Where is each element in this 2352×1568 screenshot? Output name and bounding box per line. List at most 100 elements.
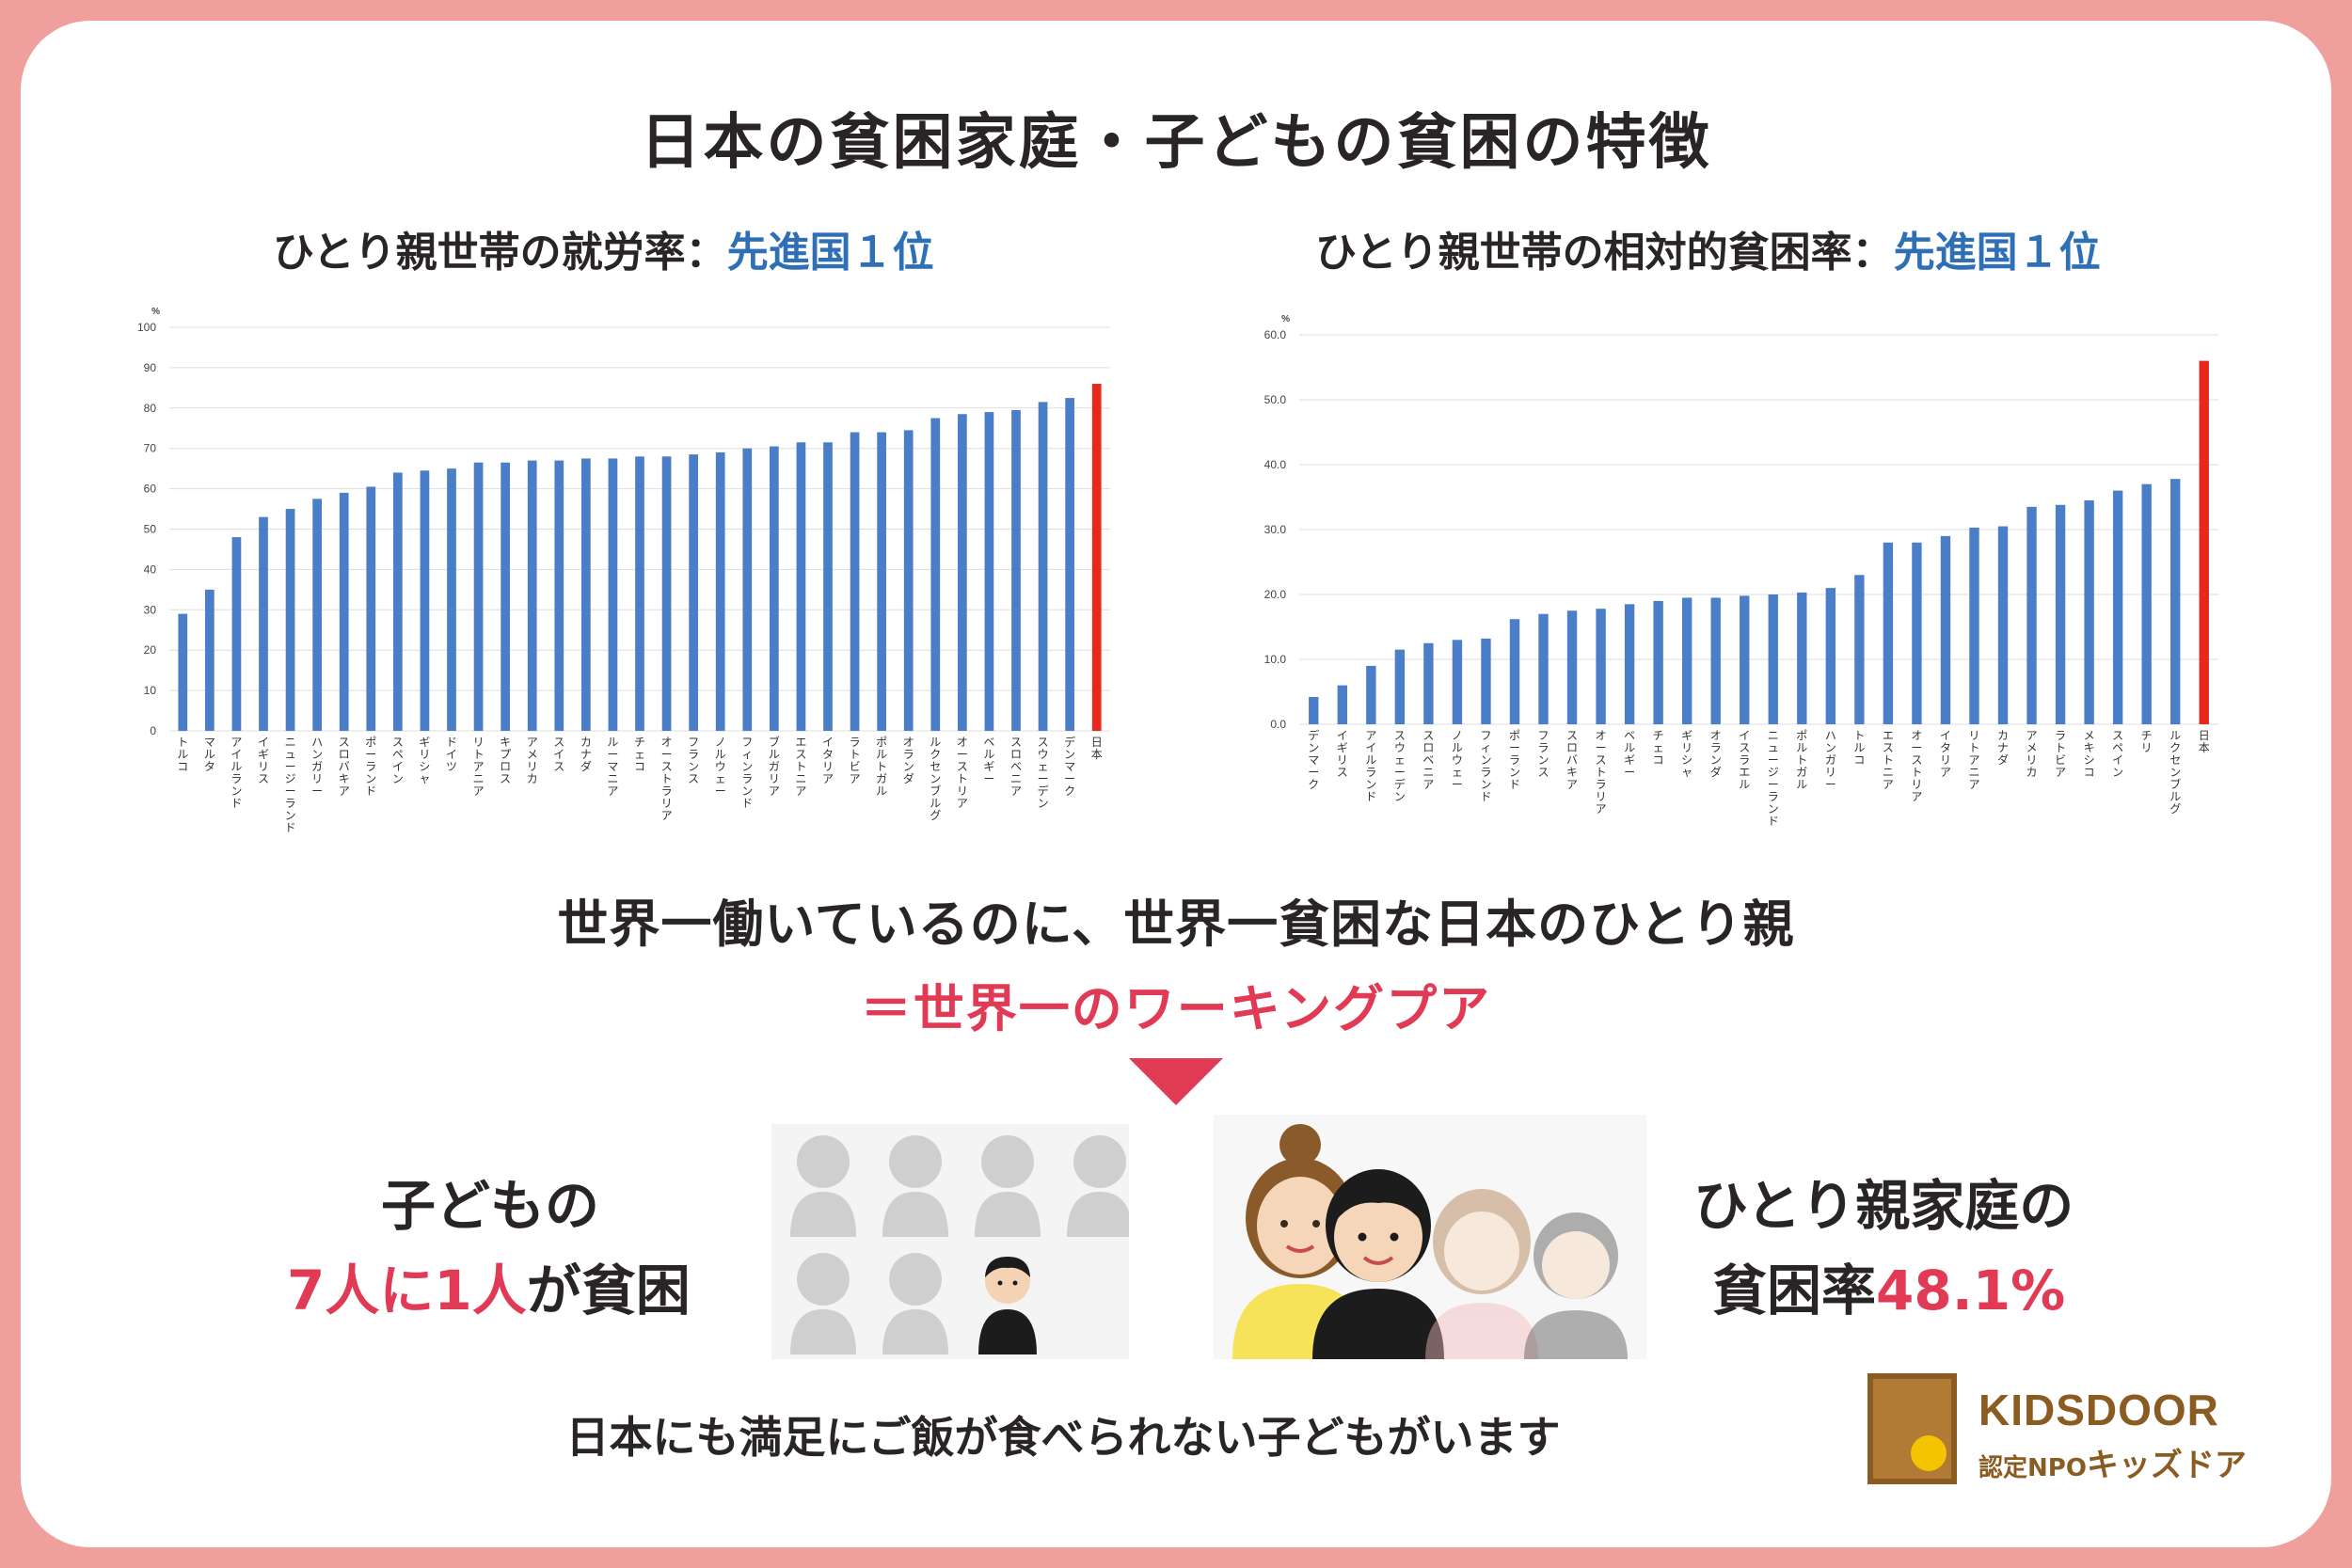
person-silhouette-icon <box>975 1135 1041 1237</box>
x-tick-label: スロベニア <box>1010 736 1022 798</box>
y-tick-label: 40.0 <box>1264 458 1287 471</box>
bar <box>1940 535 1951 724</box>
x-tick-label: トルコ <box>1853 729 1865 767</box>
bar <box>1740 595 1750 724</box>
y-unit-label: % <box>1281 314 1290 325</box>
bar <box>1969 527 1979 724</box>
y-tick-label: 80 <box>144 402 157 415</box>
children-stat-line1: 子どもの <box>381 1174 600 1238</box>
bar <box>1337 685 1347 724</box>
bar <box>1038 402 1048 731</box>
bar <box>661 456 672 731</box>
person-silhouette-icon <box>882 1253 948 1354</box>
bar <box>1797 592 1807 724</box>
x-tick-label: イスラエル <box>1739 729 1750 791</box>
bar <box>1423 642 1434 724</box>
bar <box>608 458 618 731</box>
person-silhouette-icon <box>882 1135 948 1237</box>
page-frame <box>21 21 2331 1547</box>
bar <box>1366 665 1376 724</box>
x-tick-label: マルタ <box>204 736 215 773</box>
x-tick-label: スイス <box>553 736 564 773</box>
x-tick-label: イタリア <box>1940 729 1951 779</box>
bar <box>689 454 698 731</box>
bar <box>1653 600 1663 724</box>
x-tick-label: ベルギー <box>983 736 994 785</box>
bar <box>796 442 806 731</box>
y-tick-label: 0 <box>150 724 156 737</box>
y-tick-label: 20.0 <box>1264 588 1287 601</box>
x-tick-label: アイルランド <box>230 736 242 810</box>
x-tick-label: ノルウェー <box>715 736 726 798</box>
bar <box>2141 483 2152 724</box>
footer-message: 日本にも満足にご飯が食べられない子どもがいます <box>565 1412 1561 1463</box>
bar <box>473 462 484 731</box>
bar <box>1394 649 1406 724</box>
page-title: 日本の貧困家庭・子どもの貧困の特徴 <box>640 108 1712 178</box>
girl-figure-faded <box>1425 1189 1538 1359</box>
x-tick-label: オーストラリア <box>1596 729 1607 816</box>
x-tick-label: リトアニア <box>1968 729 1979 791</box>
y-tick-label: 20 <box>144 643 157 657</box>
employment-chart-title-text: ひとり親世帯の就労率： <box>273 229 727 277</box>
bar <box>877 432 886 731</box>
y-tick-label: 0.0 <box>1270 718 1286 731</box>
bar <box>958 414 967 731</box>
x-tick-label: オーストラリア <box>661 736 673 822</box>
single-parent-stat-line1: ひとり親家庭の <box>1693 1174 2074 1238</box>
bar <box>1883 542 1894 724</box>
x-tick-label: エストニア <box>795 736 806 798</box>
employment-rate-chart: 0 10 20 30 40 50 60 70 80 90 100% トルコ マルタ アイルランド イギリス ニ… <box>137 307 1110 834</box>
bar <box>2170 479 2181 724</box>
x-tick-label: オランダ <box>903 736 914 785</box>
x-tick-label: チェコ <box>634 736 645 773</box>
employment-chart-rank: 先進国１位 <box>726 229 934 277</box>
x-tick-label: カナダ <box>1997 729 2009 767</box>
x-tick-label: ニュージーランド <box>1768 729 1779 828</box>
bar <box>259 516 268 731</box>
bar <box>1854 575 1865 724</box>
family-figures <box>1232 1124 1628 1359</box>
bar <box>2112 490 2123 724</box>
children-stat-line2: 7人に1人が貧困 <box>287 1246 691 1325</box>
x-tick-label: スウェーデン <box>1038 736 1049 810</box>
x-tick-label: アメリカ <box>2026 729 2038 779</box>
chick-icon <box>1911 1435 1947 1471</box>
x-tick-label: フィンランド <box>1480 729 1491 803</box>
bar <box>1309 697 1319 724</box>
bar <box>285 509 295 731</box>
bar <box>1538 613 1549 724</box>
y-tick-label: 70 <box>144 442 157 455</box>
x-tick-label: イタリア <box>822 736 834 785</box>
single-parent-stat-line2: 貧困率48.1% <box>1712 1246 2065 1325</box>
x-tick-label: エストニア <box>1883 729 1894 791</box>
x-tick-label: 日本 <box>1091 736 1103 761</box>
x-tick-label: ニュージーランド <box>285 736 296 834</box>
boy-figure <box>1312 1169 1444 1359</box>
bar <box>1481 638 1491 724</box>
bar <box>1011 409 1021 731</box>
y-tick-label: 100 <box>137 321 156 334</box>
x-tick-label: スロバキア <box>1566 729 1578 791</box>
x-tick-label: ポーランド <box>365 736 376 798</box>
children-stat-rest: が貧困 <box>526 1259 691 1323</box>
poverty-chart-title-text: ひとり親世帯の相対的貧困率： <box>1315 229 1894 277</box>
x-tick-label: アメリカ <box>527 736 538 785</box>
bar <box>501 462 510 731</box>
x-tick-label: スペイン <box>392 736 404 785</box>
x-tick-label: スロベニア <box>1422 729 1434 791</box>
x-tick-label: ルクセンブルグ <box>2169 729 2181 816</box>
y-tick-label: 60 <box>144 483 157 496</box>
bar <box>823 442 833 731</box>
x-tick-label: ポルトガル <box>876 736 887 798</box>
bar <box>312 499 322 731</box>
bar <box>366 486 376 731</box>
bar <box>1509 619 1520 724</box>
y-tick-label: 10.0 <box>1264 653 1287 666</box>
person-silhouettes <box>790 1135 1133 1354</box>
bar <box>581 458 591 731</box>
poverty-chart-title: ひとり親世帯の相対的貧困率：先進国１位 <box>1315 218 2101 278</box>
x-tick-label: フランス <box>688 736 699 785</box>
bar <box>1710 597 1721 724</box>
y-tick-label: 30.0 <box>1264 523 1287 536</box>
